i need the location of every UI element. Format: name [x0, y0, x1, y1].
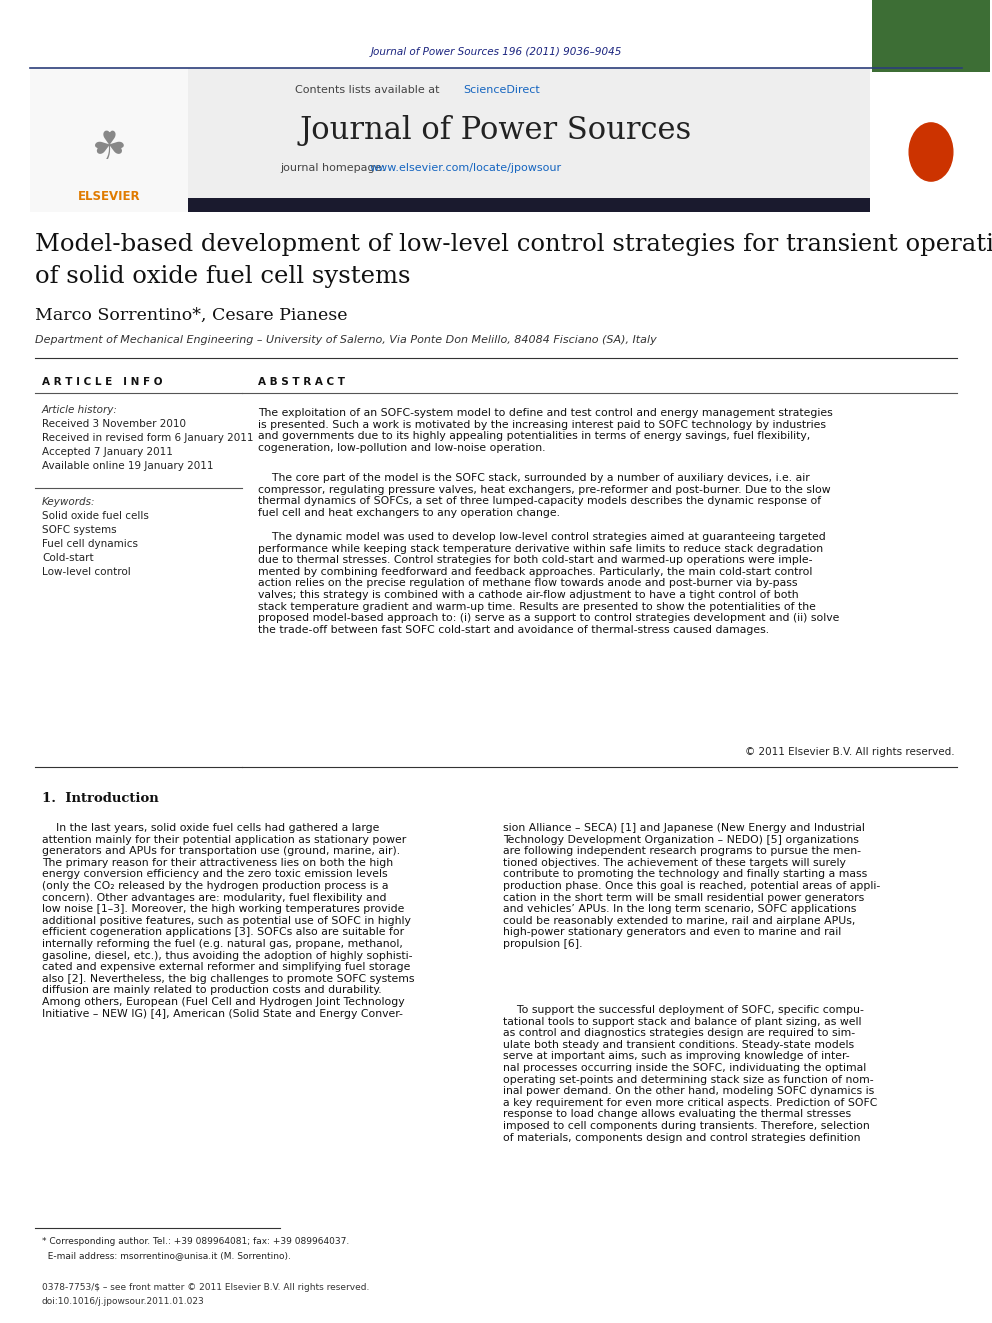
Bar	[30, 67, 188, 212]
Text: of solid oxide fuel cell systems: of solid oxide fuel cell systems	[35, 266, 411, 288]
Text: In the last years, solid oxide fuel cells had gathered a large
attention mainly : In the last years, solid oxide fuel cell…	[42, 823, 415, 1019]
Text: Received 3 November 2010: Received 3 November 2010	[42, 419, 186, 429]
Text: 1.  Introduction: 1. Introduction	[42, 791, 159, 804]
Text: A R T I C L E   I N F O: A R T I C L E I N F O	[42, 377, 163, 388]
Text: POWER
SOURCES: POWER SOURCES	[904, 114, 958, 136]
Text: Available online 19 January 2011: Available online 19 January 2011	[42, 460, 213, 471]
Text: * Corresponding author. Tel.: +39 089964081; fax: +39 089964037.: * Corresponding author. Tel.: +39 089964…	[42, 1237, 349, 1246]
Text: Cold-start: Cold-start	[42, 553, 93, 564]
Text: Journal of Power Sources: Journal of Power Sources	[300, 115, 692, 146]
Text: Accepted 7 January 2011: Accepted 7 January 2011	[42, 447, 173, 456]
Text: ScienceDirect: ScienceDirect	[463, 85, 540, 95]
Text: Model-based development of low-level control strategies for transient operation: Model-based development of low-level con…	[35, 233, 992, 257]
Text: Low-level control: Low-level control	[42, 568, 131, 577]
Text: © 2011 Elsevier B.V. All rights reserved.: © 2011 Elsevier B.V. All rights reserved…	[745, 747, 955, 757]
Text: ☘: ☘	[91, 130, 126, 167]
Text: The dynamic model was used to develop low-level control strategies aimed at guar: The dynamic model was used to develop lo…	[258, 532, 839, 635]
Text: doi:10.1016/j.jpowsour.2011.01.023: doi:10.1016/j.jpowsour.2011.01.023	[42, 1298, 204, 1307]
Text: sion Alliance – SECA) [1] and Japanese (New Energy and Industrial
Technology Dev: sion Alliance – SECA) [1] and Japanese (…	[503, 823, 880, 949]
Text: Journal of Power Sources 196 (2011) 9036–9045: Journal of Power Sources 196 (2011) 9036…	[370, 48, 622, 57]
Circle shape	[910, 123, 953, 181]
Text: www.elsevier.com/locate/jpowsour: www.elsevier.com/locate/jpowsour	[370, 163, 562, 173]
Text: The core part of the model is the SOFC stack, surrounded by a number of auxiliar: The core part of the model is the SOFC s…	[258, 474, 830, 517]
Text: Department of Mechanical Engineering – University of Salerno, Via Ponte Don Meli: Department of Mechanical Engineering – U…	[35, 335, 657, 345]
Text: Article history:: Article history:	[42, 405, 118, 415]
Text: SOFC systems: SOFC systems	[42, 525, 117, 534]
Text: Contents lists available at: Contents lists available at	[295, 85, 443, 95]
Text: Solid oxide fuel cells: Solid oxide fuel cells	[42, 511, 149, 521]
Bar	[872, 0, 990, 71]
Text: Keywords:: Keywords:	[42, 497, 95, 507]
Text: ELSEVIER: ELSEVIER	[77, 189, 140, 202]
Text: E-mail address: msorrentino@unisa.it (M. Sorrentino).: E-mail address: msorrentino@unisa.it (M.…	[42, 1252, 291, 1261]
Text: 0378-7753/$ – see front matter © 2011 Elsevier B.V. All rights reserved.: 0378-7753/$ – see front matter © 2011 El…	[42, 1283, 369, 1293]
Bar	[30, 198, 870, 212]
Text: JOURNAL OF: JOURNAL OF	[915, 87, 947, 93]
Text: Marco Sorrentino*, Cesare Pianese: Marco Sorrentino*, Cesare Pianese	[35, 307, 347, 324]
Bar	[30, 67, 870, 198]
Text: The exploitation of an SOFC-system model to define and test control and energy m: The exploitation of an SOFC-system model…	[258, 407, 832, 452]
Text: Received in revised form 6 January 2011: Received in revised form 6 January 2011	[42, 433, 254, 443]
Text: To support the successful deployment of SOFC, specific compu-
tational tools to : To support the successful deployment of …	[503, 1005, 877, 1143]
Text: Fuel cell dynamics: Fuel cell dynamics	[42, 538, 138, 549]
Text: A B S T R A C T: A B S T R A C T	[258, 377, 345, 388]
Text: journal homepage:: journal homepage:	[280, 163, 389, 173]
